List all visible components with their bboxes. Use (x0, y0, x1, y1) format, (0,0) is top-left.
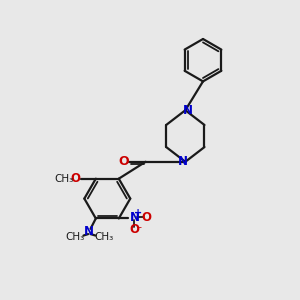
Text: O: O (70, 172, 80, 185)
Text: O: O (141, 211, 151, 224)
Text: N: N (129, 211, 140, 224)
Text: CH₃: CH₃ (94, 232, 113, 242)
Text: N: N (84, 225, 94, 238)
Text: O: O (129, 223, 140, 236)
Text: CH₃: CH₃ (55, 174, 74, 184)
Text: ⁻: ⁻ (136, 225, 142, 235)
Text: CH₃: CH₃ (66, 232, 85, 242)
Text: N: N (177, 155, 188, 168)
Text: +: + (134, 208, 142, 218)
Text: O: O (118, 155, 129, 168)
Text: N: N (183, 104, 193, 117)
